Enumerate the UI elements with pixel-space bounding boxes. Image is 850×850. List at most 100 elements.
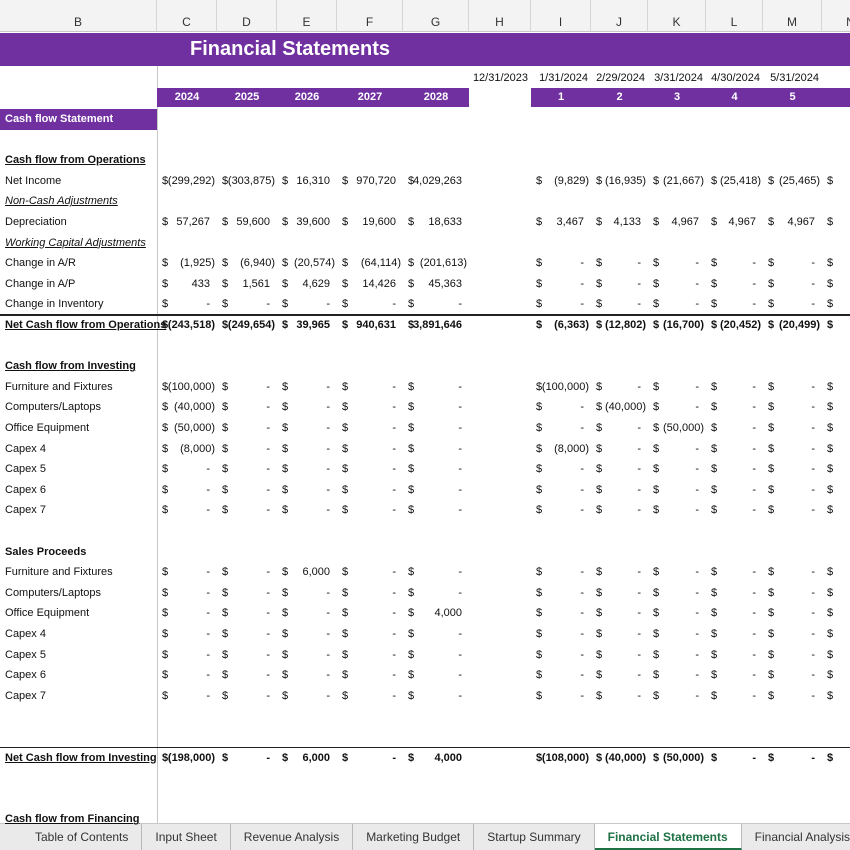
value-cell: $	[822, 748, 850, 769]
currency-symbol: $	[653, 422, 660, 434]
sheet-tab[interactable]: Marketing Budget	[353, 824, 475, 850]
amount: -	[695, 648, 699, 661]
currency-symbol: $	[596, 319, 603, 331]
value-cell: $ -	[706, 583, 763, 604]
column-header[interactable]: C	[157, 0, 217, 32]
currency-symbol: $	[342, 483, 349, 496]
value-cell: $ -	[591, 624, 648, 645]
amount: 6,000	[302, 751, 330, 764]
currency-symbol: $	[653, 483, 660, 496]
value-cell: $	[822, 377, 850, 398]
column-header[interactable]: D	[217, 0, 277, 32]
value-cell: $ -	[217, 480, 277, 501]
value-cell: $ -	[403, 397, 469, 418]
column-header[interactable]: L	[706, 0, 763, 32]
sheet-tab[interactable]: Financial Analysis	[742, 824, 850, 850]
column-header[interactable]: B	[0, 0, 157, 32]
currency-symbol: $	[222, 298, 229, 311]
value-cell: $4,967	[706, 212, 763, 233]
currency-symbol: $	[282, 607, 289, 620]
currency-symbol: $	[596, 174, 603, 187]
currency-symbol: $	[768, 751, 775, 764]
amount: 39,965	[296, 319, 330, 331]
currency-symbol: $	[768, 504, 775, 517]
currency-symbol: $	[162, 401, 169, 414]
row-label: Change in A/P	[5, 277, 76, 290]
sheet-tab[interactable]: Startup Summary	[474, 824, 595, 850]
value-cell: $ -	[531, 562, 591, 583]
amount: (6,363)	[554, 319, 589, 331]
value-cell: $ (1,925)	[157, 253, 217, 274]
currency-symbol: $	[222, 483, 229, 496]
currency-symbol: $	[768, 648, 775, 661]
value-cell: $ -	[403, 645, 469, 666]
currency-symbol: $	[827, 422, 834, 434]
amount: -	[811, 442, 815, 455]
value-cell: $ -	[277, 645, 337, 666]
amount: -	[811, 669, 815, 682]
currency-symbol: $	[768, 607, 775, 620]
sheet-tab[interactable]: Table of Contents	[22, 824, 143, 850]
amount: -	[392, 669, 396, 682]
amount: (40,000)	[605, 751, 646, 764]
currency-symbol: $	[282, 628, 289, 640]
sheet-tab[interactable]: Financial Statements	[594, 824, 742, 850]
column-header[interactable]: F	[337, 0, 403, 32]
amount: -	[266, 566, 270, 579]
sheet-tab[interactable]: Input Sheet	[142, 824, 231, 850]
column-header[interactable]: G	[403, 0, 469, 32]
year-header: 2027	[357, 91, 383, 103]
value-cell: $ -	[531, 274, 591, 295]
value-cell: $ -	[706, 645, 763, 666]
amount: -	[695, 401, 699, 414]
amount: -	[695, 586, 699, 599]
value-cell: $ -	[591, 665, 648, 686]
column-header[interactable]: K	[648, 0, 706, 32]
currency-symbol: $	[162, 298, 169, 311]
value-cell: $ -	[648, 500, 706, 521]
amount: -	[752, 463, 756, 476]
amount: -	[695, 277, 699, 290]
currency-symbol: $	[536, 504, 543, 517]
amount: -	[206, 483, 210, 496]
currency-symbol: $	[827, 504, 834, 517]
row-label: Depreciation	[5, 216, 67, 228]
currency-symbol: $	[162, 277, 169, 290]
value-cell: $ -	[706, 562, 763, 583]
column-header[interactable]: E	[277, 0, 337, 32]
value-cell: $ -	[763, 397, 822, 418]
value-cell: $433	[157, 274, 217, 295]
amount: -	[695, 463, 699, 476]
column-header[interactable]: J	[591, 0, 648, 32]
amount: -	[206, 586, 210, 599]
currency-symbol: $	[162, 463, 169, 476]
value-cell: $ -	[157, 624, 217, 645]
value-cell: $ -	[763, 500, 822, 521]
column-header[interactable]: I	[531, 0, 591, 32]
sheet-tab[interactable]: Revenue Analysis	[231, 824, 354, 850]
amount: 4,967	[671, 216, 699, 228]
amount: -	[637, 277, 641, 290]
row-label: Change in Inventory	[5, 298, 104, 311]
currency-symbol: $	[536, 566, 543, 579]
value-cell: $3,467	[531, 212, 591, 233]
column-header[interactable]: M	[763, 0, 822, 32]
date-header: 12/31/2023	[472, 72, 528, 84]
currency-symbol: $	[711, 257, 718, 270]
value-cell: $ -	[648, 583, 706, 604]
currency-symbol: $	[768, 216, 775, 228]
amount: -	[580, 422, 584, 434]
amount: -	[752, 648, 756, 661]
value-cell: $ -	[403, 665, 469, 686]
column-header[interactable]: N	[822, 0, 850, 32]
amount: -	[458, 628, 462, 640]
value-cell: $ -	[403, 459, 469, 480]
column-header[interactable]: H	[469, 0, 531, 32]
row-label: Cash flow from Financing	[5, 813, 140, 826]
currency-symbol: $	[536, 751, 543, 764]
value-cell: $4,133	[591, 212, 648, 233]
amount: (8,000)	[554, 442, 589, 455]
value-cell: $ -	[337, 603, 403, 624]
value-cell: $ -	[337, 665, 403, 686]
amount: -	[392, 689, 396, 702]
